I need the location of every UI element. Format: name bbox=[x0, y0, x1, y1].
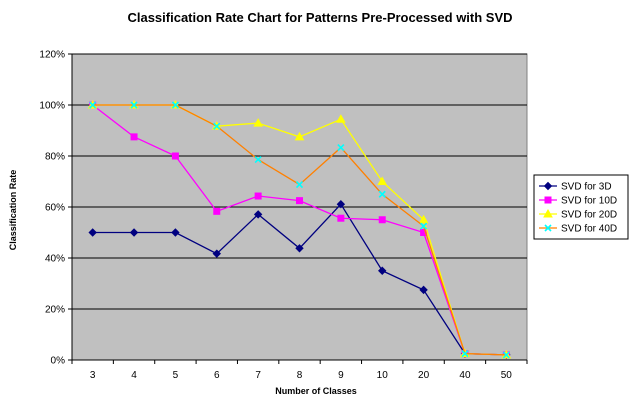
y-tick-label: 80% bbox=[45, 152, 65, 163]
data-point bbox=[337, 214, 345, 222]
data-point bbox=[419, 285, 428, 295]
legend-item: SVD for 10D bbox=[539, 196, 617, 207]
x-tick-label: 4 bbox=[131, 370, 137, 381]
data-point bbox=[253, 118, 263, 127]
data-point bbox=[420, 229, 428, 236]
legend-label: SVD for 3D bbox=[561, 182, 612, 193]
data-point bbox=[295, 244, 304, 253]
data-point bbox=[336, 199, 346, 209]
legend-item: SVD for 3D bbox=[539, 182, 612, 193]
data-point bbox=[254, 156, 262, 164]
y-tick-label: 120% bbox=[39, 50, 65, 61]
x-tick-label: 10 bbox=[377, 370, 389, 381]
data-point bbox=[336, 114, 346, 123]
series-svd-for-3d bbox=[88, 199, 511, 360]
y-tick-label: 0% bbox=[51, 356, 66, 367]
axes: 0% 20% 40% 60% 80% 100% 120% 3 4 5 6 7 8 9 10 20 40 50 bbox=[39, 50, 528, 381]
data-point bbox=[89, 101, 97, 109]
legend-item: SVD for 20D bbox=[539, 208, 617, 221]
x-axis-title: Number of Classes bbox=[275, 386, 357, 396]
legend-label: SVD for 10D bbox=[561, 196, 617, 207]
data-point bbox=[502, 351, 510, 359]
data-point bbox=[378, 190, 386, 198]
y-tick-label: 100% bbox=[39, 101, 65, 112]
data-point bbox=[294, 131, 305, 141]
x-tick-label: 8 bbox=[297, 370, 303, 381]
x-tick-label: 6 bbox=[214, 370, 220, 381]
x-tick-label: 5 bbox=[173, 370, 179, 381]
series-group bbox=[87, 99, 512, 360]
data-point bbox=[420, 222, 428, 230]
data-point bbox=[295, 180, 304, 189]
legend-swatch-marker bbox=[543, 208, 553, 218]
data-point bbox=[171, 152, 179, 160]
data-point bbox=[253, 210, 263, 219]
data-point bbox=[337, 144, 345, 152]
data-point bbox=[88, 228, 97, 237]
data-point bbox=[377, 176, 388, 185]
data-point bbox=[418, 214, 429, 224]
legend-label: SVD for 20D bbox=[561, 210, 617, 221]
legend-swatch-marker bbox=[543, 181, 553, 191]
legend-swatch-marker bbox=[544, 196, 552, 204]
y-tick-label: 60% bbox=[45, 203, 65, 214]
legend: SVD for 3D SVD for 10D SVD for 20D SVD for … bbox=[533, 174, 629, 240]
data-point bbox=[130, 133, 138, 141]
y-tick-label: 20% bbox=[45, 305, 65, 316]
data-point bbox=[254, 192, 262, 200]
data-point bbox=[378, 266, 387, 275]
data-point bbox=[212, 249, 221, 258]
x-tick-label: 20 bbox=[418, 370, 430, 381]
data-point bbox=[378, 216, 386, 224]
data-point bbox=[213, 207, 221, 215]
data-point bbox=[171, 228, 180, 237]
series-svd-for-40d bbox=[89, 101, 510, 359]
y-axis-title: Classification Rate bbox=[8, 170, 18, 251]
data-point bbox=[130, 101, 138, 109]
x-tick-label: 40 bbox=[459, 370, 471, 381]
data-point bbox=[171, 101, 179, 109]
x-tick-label: 3 bbox=[90, 370, 96, 381]
legend-item: SVD for 40D bbox=[539, 224, 617, 235]
legend-label: SVD for 40D bbox=[561, 224, 617, 235]
data-point bbox=[213, 122, 221, 130]
x-tick-label: 9 bbox=[338, 370, 344, 381]
legend-swatch-marker bbox=[544, 224, 552, 232]
data-point bbox=[461, 350, 469, 358]
y-tick-label: 40% bbox=[45, 254, 65, 265]
data-point bbox=[129, 228, 139, 237]
chart-title: Classification Rate Chart for Patterns P… bbox=[127, 10, 512, 25]
x-tick-label: 50 bbox=[501, 370, 513, 381]
x-tick-label: 7 bbox=[255, 370, 261, 381]
data-point bbox=[296, 197, 303, 205]
